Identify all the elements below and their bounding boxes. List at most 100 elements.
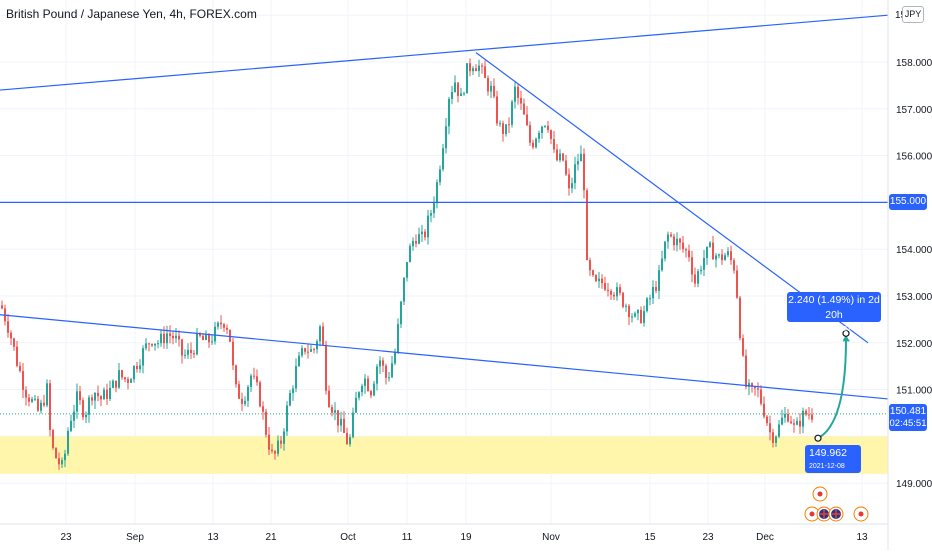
uk-flag-icon[interactable]	[816, 506, 832, 522]
candle-body	[685, 249, 687, 251]
candle-body	[475, 68, 477, 72]
candle-body	[601, 278, 603, 284]
candle	[253, 367, 255, 380]
economic-event-icon[interactable]	[853, 506, 869, 522]
candle-body	[16, 346, 18, 366]
candle-body	[406, 262, 408, 278]
trendline-lower[interactable]	[0, 314, 889, 400]
candle	[370, 389, 372, 399]
candle	[520, 90, 522, 110]
candle-body	[451, 91, 453, 99]
candle	[361, 383, 363, 397]
candle-body	[598, 278, 600, 282]
candle	[811, 408, 813, 423]
currency-badge[interactable]: JPY	[902, 6, 924, 23]
candle-body	[487, 78, 489, 92]
candle	[196, 328, 198, 356]
candle	[472, 66, 474, 76]
candle-body	[496, 96, 498, 124]
candle-body	[544, 125, 546, 127]
candle-body	[73, 411, 75, 421]
candle-body	[727, 251, 729, 256]
candle-body	[361, 385, 363, 393]
candle-body	[424, 231, 426, 238]
candle-body	[676, 238, 678, 246]
candle-body	[175, 335, 177, 339]
event-dot	[858, 511, 864, 517]
candle-body	[172, 335, 174, 339]
candle	[694, 267, 696, 288]
candle-body	[664, 241, 666, 259]
candle	[304, 347, 306, 355]
candle	[223, 322, 225, 332]
candle	[649, 294, 651, 306]
projection	[814, 329, 850, 442]
price-tick-label: 156.000	[896, 152, 932, 163]
economic-event-icon[interactable]	[812, 486, 828, 502]
price-axis[interactable]: 149.000 151.000 152.000 153.000 154.000 156.0…	[895, 10, 932, 490]
economic-event-icon[interactable]	[804, 506, 820, 522]
candle-body	[352, 412, 354, 438]
candle-body	[274, 451, 276, 454]
candle	[667, 231, 669, 249]
candle-body	[718, 254, 720, 256]
candle-body	[583, 153, 585, 191]
candle-body	[436, 182, 438, 204]
time-axis[interactable]: 23 Sep 13 21 Oct 11 19 Nov 15 23 Dec 13	[60, 532, 868, 543]
candle	[280, 435, 282, 449]
candle-body	[121, 370, 123, 378]
candle	[181, 338, 183, 364]
candle-body	[775, 436, 777, 443]
candle-body	[532, 142, 534, 148]
candle	[805, 408, 807, 417]
candle	[331, 404, 333, 417]
candle	[1, 300, 3, 310]
candle	[295, 358, 297, 393]
candle-body	[31, 399, 33, 402]
candle-body	[622, 292, 624, 307]
candle	[616, 282, 618, 301]
candle-body	[241, 398, 243, 404]
projection-end-point[interactable]	[842, 329, 850, 337]
candle	[136, 361, 138, 373]
candle-body	[19, 365, 21, 372]
candle	[79, 385, 81, 405]
event-dot	[809, 511, 815, 517]
candle	[712, 235, 714, 260]
candle-body	[508, 124, 510, 126]
time-tick-label: Nov	[542, 532, 560, 543]
candle	[481, 63, 483, 74]
event-markers[interactable]	[804, 486, 869, 522]
candle	[445, 118, 447, 154]
candle	[670, 231, 672, 238]
candle	[529, 121, 531, 146]
uk-flag-icon[interactable]	[828, 506, 844, 522]
start-date: 2021-12-08 10:00	[809, 463, 845, 481]
candle-body	[157, 343, 159, 345]
candle-body	[130, 379, 132, 383]
candle	[634, 311, 636, 318]
candle	[205, 330, 207, 341]
candle-body	[127, 379, 129, 383]
candle	[250, 373, 252, 393]
candle-body	[526, 114, 528, 126]
time-tick-label: 15	[644, 532, 656, 543]
candle	[259, 380, 261, 408]
price-tick-label: 158.000	[896, 58, 932, 69]
candle-body	[313, 349, 315, 351]
candle	[577, 153, 579, 171]
candle-body	[658, 270, 660, 291]
projection-start-point[interactable]	[814, 434, 822, 442]
candle-body	[262, 406, 264, 412]
trendline-upper[interactable]	[0, 14, 889, 91]
candles	[1, 58, 813, 470]
candle-body	[301, 348, 303, 356]
candle-body	[118, 370, 120, 388]
candle	[682, 235, 684, 253]
candle	[133, 365, 135, 383]
candle	[793, 419, 795, 433]
candle-body	[736, 270, 738, 298]
candle	[238, 380, 240, 400]
